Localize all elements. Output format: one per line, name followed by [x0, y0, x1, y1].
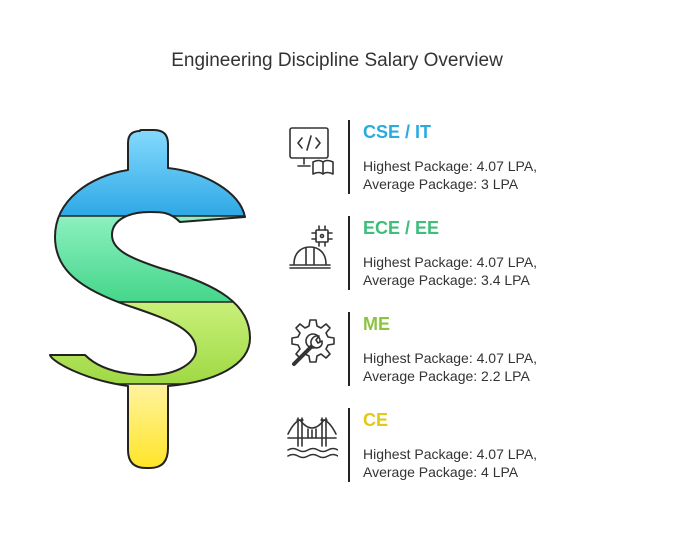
category-name: CE	[363, 410, 389, 430]
highest-package: Highest Package: 4.07 LPA,	[363, 158, 538, 174]
dollar-band-cse	[50, 130, 250, 216]
average-package: Average Package: 3 LPA	[363, 176, 519, 192]
chip-helmet-icon	[289, 225, 333, 269]
category-cse-it: CSE / IT Highest Package: 4.07 LPA, Aver…	[282, 120, 662, 198]
category-name: ME	[363, 314, 390, 334]
bridge-icon	[287, 417, 338, 459]
average-package: Average Package: 4 LPA	[363, 464, 519, 480]
highest-package: Highest Package: 4.07 LPA,	[363, 446, 538, 462]
category-me: ME Highest Package: 4.07 LPA, Average Pa…	[282, 312, 662, 390]
dollar-band-ce	[50, 384, 250, 468]
diagram-title: Engineering Discipline Salary Overview	[171, 50, 503, 71]
category-name: CSE / IT	[363, 122, 432, 142]
category-ce: CE Highest Package: 4.07 LPA, Average Pa…	[282, 408, 662, 486]
category-ece-ee: ECE / EE Highest Package: 4.07 LPA, Aver…	[282, 216, 662, 294]
average-package: Average Package: 2.2 LPA	[363, 368, 530, 384]
highest-package: Highest Package: 4.07 LPA,	[363, 350, 538, 366]
gear-wrench-icon	[291, 319, 335, 366]
average-package: Average Package: 3.4 LPA	[363, 272, 530, 288]
laptop-code-book-icon	[289, 127, 334, 175]
category-name: ECE / EE	[363, 218, 440, 238]
dollar-band-ece	[50, 216, 250, 302]
highest-package: Highest Package: 4.07 LPA,	[363, 254, 538, 270]
